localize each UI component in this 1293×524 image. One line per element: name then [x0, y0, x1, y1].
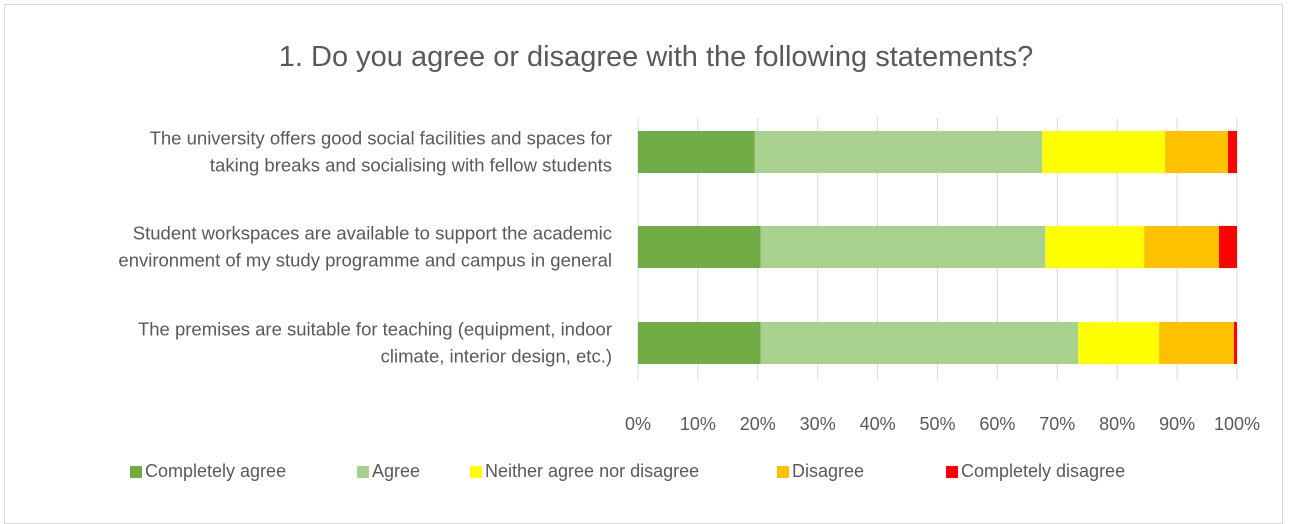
bar-segment: [1234, 322, 1237, 364]
bar-segment: [638, 131, 755, 173]
bar-segment: [1042, 131, 1166, 173]
bar-segment: [1219, 226, 1237, 268]
stacked-bar-chart: 1. Do you agree or disagree with the fol…: [118, 41, 1260, 481]
legend-label: Agree: [372, 461, 420, 481]
bar-segment: [1159, 322, 1235, 364]
category-label: Student workspaces are available to supp…: [133, 223, 612, 244]
x-tick-label: 0%: [625, 414, 651, 434]
bar-segment: [1165, 131, 1229, 173]
legend-swatch: [777, 466, 789, 478]
bar-segment: [760, 226, 1046, 268]
legend-label: Disagree: [792, 461, 864, 481]
legend-swatch: [946, 466, 958, 478]
bar-segment: [760, 322, 1079, 364]
category-label: environment of my study programme and ca…: [118, 250, 612, 271]
x-tick-label: 50%: [919, 414, 955, 434]
bar-segment: [638, 226, 761, 268]
bar-segment: [638, 322, 761, 364]
x-tick-label: 80%: [1099, 414, 1135, 434]
x-tick-label: 10%: [680, 414, 716, 434]
bar-segment: [754, 131, 1043, 173]
x-tick-label: 20%: [740, 414, 776, 434]
legend-swatch: [470, 466, 482, 478]
x-tick-label: 70%: [1039, 414, 1075, 434]
bar-segment: [1078, 322, 1160, 364]
category-label: climate, interior design, etc.): [381, 346, 612, 367]
x-tick-label: 60%: [979, 414, 1015, 434]
legend-label: Completely agree: [145, 461, 286, 481]
x-tick-label: 30%: [800, 414, 836, 434]
bar-segment: [1144, 226, 1220, 268]
category-label: taking breaks and socialising with fello…: [210, 155, 612, 176]
legend-swatch: [357, 466, 369, 478]
chart-title: 1. Do you agree or disagree with the fol…: [279, 41, 1033, 73]
legend-swatch: [130, 466, 142, 478]
bar-segment: [1045, 226, 1145, 268]
category-label: The premises are suitable for teaching (…: [138, 319, 612, 340]
x-tick-label: 40%: [860, 414, 896, 434]
bar-segment: [1228, 131, 1237, 173]
x-tick-label: 90%: [1159, 414, 1195, 434]
legend-label: Neither agree nor disagree: [485, 461, 699, 481]
legend-label: Completely disagree: [961, 461, 1125, 481]
x-tick-label: 100%: [1214, 414, 1260, 434]
category-label: The university offers good social facili…: [150, 128, 612, 149]
